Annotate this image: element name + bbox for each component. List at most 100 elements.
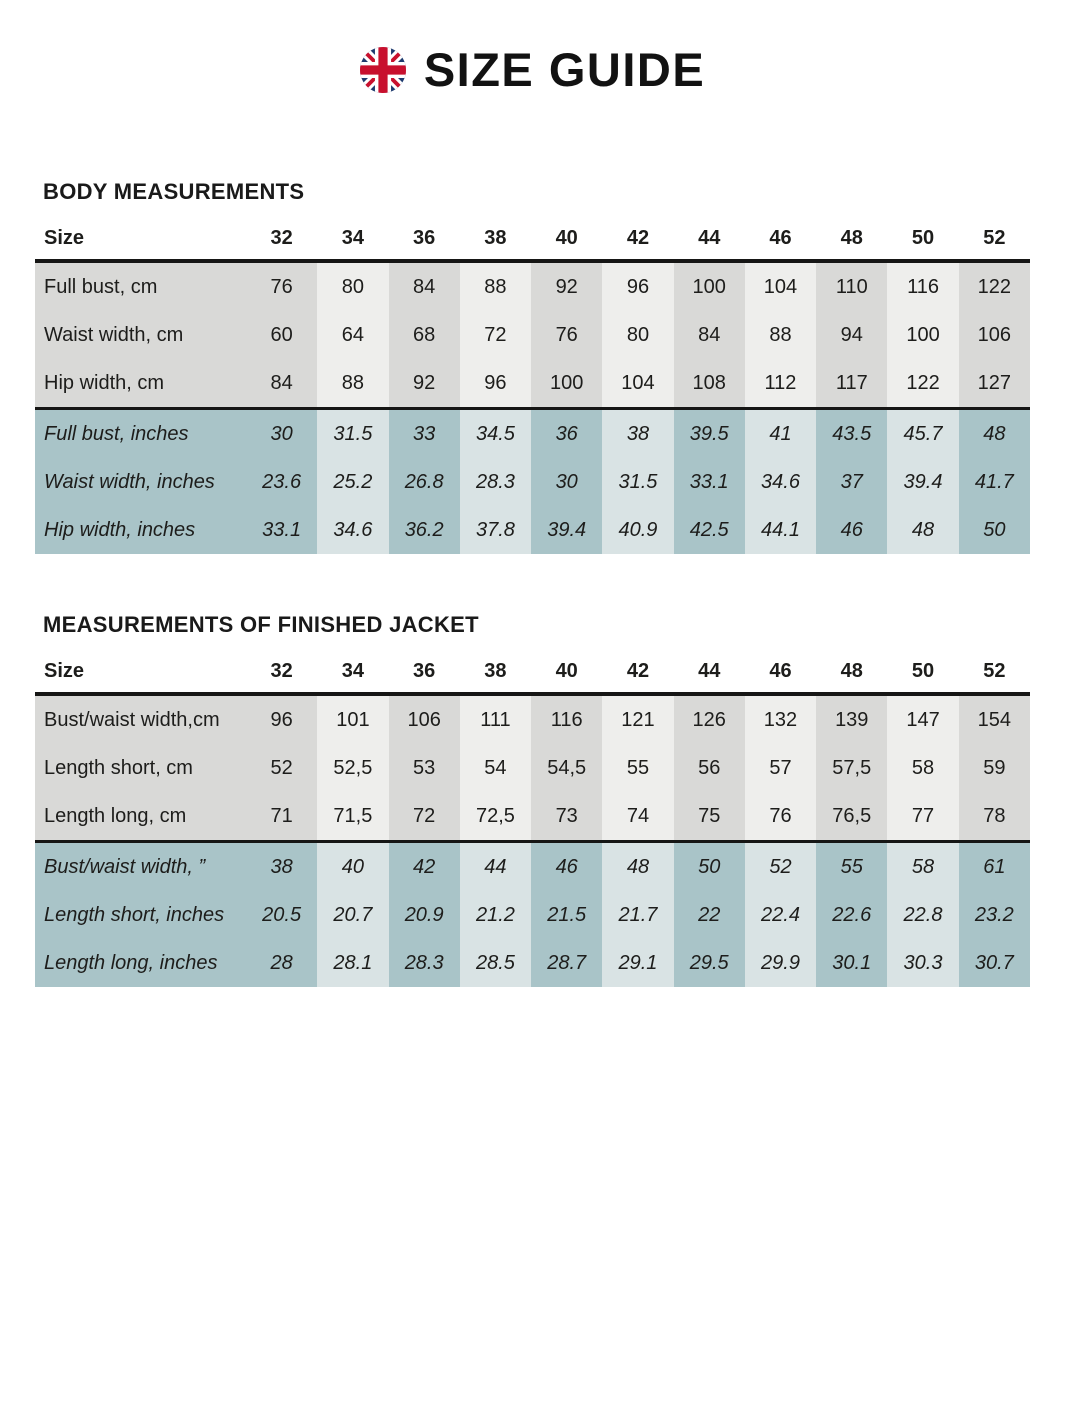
page-header: SIZE GUIDE <box>0 0 1065 97</box>
inch-measurement-row: Bust/waist width, ” 38 40 42 44 46 48 50 52 55 58 6… <box>35 841 1030 891</box>
measurement-cell: 39.4 <box>531 506 603 554</box>
measurement-cell: 33 <box>388 408 460 458</box>
measurement-cell: 30 <box>246 408 318 458</box>
measurement-cell: 20.9 <box>388 891 460 939</box>
measurement-cell: 132 <box>744 694 817 744</box>
inch-measurement-row: Length short, inches 20.5 20.7 20.9 21.2 21.5… <box>35 891 1030 939</box>
section-heading: BODY MEASUREMENTS <box>43 179 305 204</box>
measurement-cell: 64 <box>317 311 389 359</box>
measurement-cell: 52,5 <box>317 744 389 792</box>
measurement-cell: 42.5 <box>673 506 745 554</box>
measurement-cell: 76 <box>744 792 817 843</box>
measurement-cell: 76 <box>246 261 318 311</box>
measurement-cell: 55 <box>816 841 888 891</box>
section-heading: MEASUREMENTS OF FINISHED JACKET <box>43 612 479 637</box>
measurement-cell: 36.2 <box>388 506 460 554</box>
measurement-cell: 39.4 <box>887 458 959 506</box>
measurement-cell: 100 <box>673 261 745 311</box>
measurement-cell: 28 <box>246 939 318 987</box>
size-table: Size 32 34 36 38 40 42 44 46 48 50 52 Bust/waist wid… <box>35 650 1030 987</box>
measurement-cell: 52 <box>246 744 318 792</box>
measurement-cell: 117 <box>816 359 888 410</box>
measurement-cell: 31.5 <box>317 408 389 458</box>
measurement-cell: 104 <box>744 261 817 311</box>
measurement-cell: 59 <box>958 744 1030 792</box>
size-header-cell: 40 <box>531 217 603 263</box>
measurement-cell: 92 <box>531 261 603 311</box>
measurement-cell: 36 <box>531 408 603 458</box>
size-header-cell: 48 <box>816 217 888 263</box>
size-header-cell: 32 <box>246 217 318 263</box>
row-label-cell: Length short, inches <box>35 891 246 939</box>
row-label-cell: Length long, cm <box>35 792 246 843</box>
measurement-cell: 73 <box>531 792 603 843</box>
row-label-cell: Hip width, cm <box>35 359 246 410</box>
measurement-cell: 100 <box>531 359 603 410</box>
measurement-cell: 57,5 <box>816 744 888 792</box>
measurement-cell: 139 <box>816 694 888 744</box>
measurement-cell: 58 <box>887 841 959 891</box>
measurement-cell: 96 <box>602 261 674 311</box>
measurement-cell: 22.6 <box>816 891 888 939</box>
inch-measurement-row: Full bust, inches 30 31.5 33 34.5 36 38 39.5 41 4… <box>35 408 1030 458</box>
size-header-cell: 44 <box>673 217 745 263</box>
measurement-cell: 116 <box>887 261 959 311</box>
size-header-cell: 52 <box>958 650 1030 696</box>
measurement-cell: 25.2 <box>317 458 389 506</box>
measurement-cell: 37.8 <box>459 506 532 554</box>
measurement-cell: 31.5 <box>602 458 674 506</box>
measurement-cell: 94 <box>816 311 888 359</box>
cm-measurement-row: Bust/waist width,cm 96 101 106 111 116 121 126 1… <box>35 694 1030 744</box>
inch-measurement-row: Hip width, inches 33.1 34.6 36.2 37.8 39.4 40.… <box>35 506 1030 554</box>
measurement-cell: 30.1 <box>816 939 888 987</box>
measurement-cell: 74 <box>602 792 674 843</box>
size-header-label: Size <box>35 217 246 263</box>
measurement-cell: 72 <box>459 311 532 359</box>
measurement-cell: 78 <box>958 792 1030 843</box>
cm-measurement-row: Length short, cm 52 52,5 53 54 54,5 55 56 57 57,5… <box>35 744 1030 792</box>
measurement-cell: 106 <box>388 694 460 744</box>
size-header-cell: 38 <box>459 217 532 263</box>
measurement-cell: 106 <box>958 311 1030 359</box>
measurement-cell: 44.1 <box>744 506 817 554</box>
measurement-cell: 22.8 <box>887 891 959 939</box>
measurement-cell: 20.7 <box>317 891 389 939</box>
row-label-cell: Length short, cm <box>35 744 246 792</box>
measurement-cell: 71 <box>246 792 318 843</box>
measurement-cell: 111 <box>459 694 532 744</box>
measurement-cell: 38 <box>602 408 674 458</box>
measurement-cell: 33.1 <box>246 506 318 554</box>
measurement-cell: 21.5 <box>531 891 603 939</box>
measurement-cell: 88 <box>317 359 389 410</box>
measurement-cell: 127 <box>958 359 1030 410</box>
size-header-cell: 42 <box>602 650 674 696</box>
measurement-cell: 100 <box>887 311 959 359</box>
measurement-cell: 104 <box>602 359 674 410</box>
measurement-cell: 96 <box>246 694 318 744</box>
measurement-cell: 20.5 <box>246 891 318 939</box>
measurement-cell: 28.3 <box>459 458 532 506</box>
measurement-cell: 22 <box>673 891 745 939</box>
measurement-cell: 122 <box>887 359 959 410</box>
row-label-cell: Hip width, inches <box>35 506 246 554</box>
measurement-cell: 154 <box>958 694 1030 744</box>
measurement-cell: 21.2 <box>459 891 532 939</box>
measurement-cell: 84 <box>673 311 745 359</box>
measurement-cell: 46 <box>816 506 888 554</box>
size-header-cell: 38 <box>459 650 532 696</box>
size-header-cell: 50 <box>887 217 959 263</box>
measurement-cell: 28.1 <box>317 939 389 987</box>
size-header-cell: 34 <box>317 217 389 263</box>
measurement-cell: 52 <box>744 841 817 891</box>
size-header-cell: 52 <box>958 217 1030 263</box>
measurement-cell: 30.7 <box>958 939 1030 987</box>
measurement-cell: 84 <box>388 261 460 311</box>
page-title: SIZE GUIDE <box>423 43 706 96</box>
measurement-cell: 23.6 <box>246 458 318 506</box>
size-header-row: Size 32 34 36 38 40 42 44 46 48 50 52 <box>35 650 1030 696</box>
measurement-cell: 126 <box>673 694 745 744</box>
measurement-cell: 54,5 <box>531 744 603 792</box>
size-header-cell: 44 <box>673 650 745 696</box>
size-header-cell: 32 <box>246 650 318 696</box>
